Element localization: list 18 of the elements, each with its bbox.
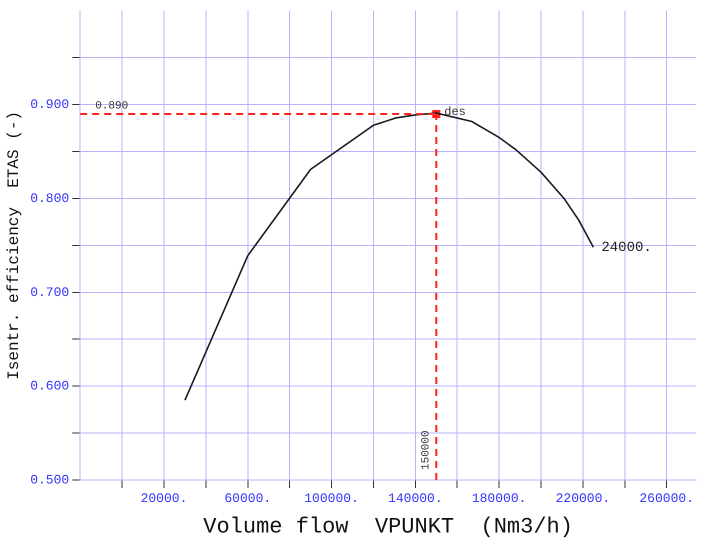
y-tick-label: 0.800 — [30, 190, 70, 206]
x-tick-label: 140000. — [388, 491, 443, 506]
ref-line-label: 0.890 — [95, 100, 128, 112]
x-tick-label: 100000. — [304, 491, 359, 506]
x-tick-label: 60000. — [224, 491, 272, 506]
y-tick-label: 0.700 — [30, 284, 70, 300]
x-tick-label: 180000. — [472, 491, 526, 506]
y-axis-title: Isentr. efficiency ETAS (-) — [4, 110, 23, 380]
x-tick-label: 20000. — [140, 491, 188, 506]
x-axis-title: Volume flow VPUNKT (Nm3/h) — [203, 514, 573, 540]
x-tick-label: 220000. — [556, 491, 610, 506]
annotation: 24000. — [601, 240, 652, 256]
y-tick-label: 0.500 — [30, 472, 70, 488]
ref-line-label: 150000 — [420, 430, 433, 470]
y-tick-label: 0.600 — [30, 378, 70, 394]
x-tick-label: 260000. — [639, 491, 694, 506]
series-label: des — [444, 105, 466, 120]
y-tick-label: 0.900 — [30, 97, 70, 112]
